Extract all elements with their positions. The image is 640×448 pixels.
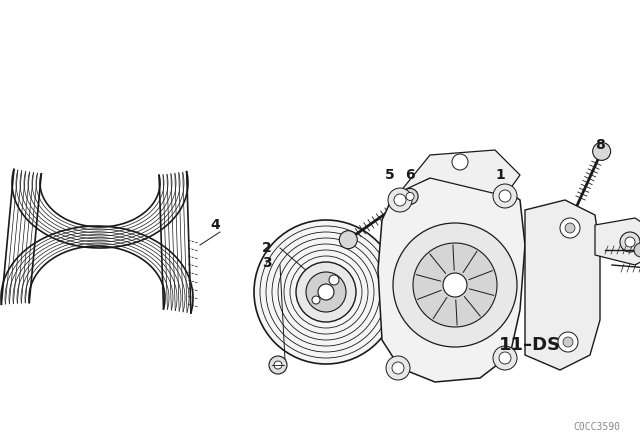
Text: 3: 3 <box>262 256 272 270</box>
Circle shape <box>452 154 468 170</box>
Circle shape <box>386 356 410 380</box>
Text: 5: 5 <box>385 168 395 182</box>
Circle shape <box>593 142 611 160</box>
Circle shape <box>318 284 334 300</box>
Circle shape <box>312 296 320 304</box>
Circle shape <box>625 237 635 247</box>
Circle shape <box>274 361 282 369</box>
Circle shape <box>406 193 414 200</box>
Circle shape <box>402 189 418 204</box>
Text: 8: 8 <box>595 138 605 152</box>
Circle shape <box>499 190 511 202</box>
Circle shape <box>394 194 406 206</box>
Circle shape <box>558 332 578 352</box>
Circle shape <box>443 273 467 297</box>
Text: 6: 6 <box>405 168 415 182</box>
Circle shape <box>620 232 640 252</box>
Circle shape <box>393 223 517 347</box>
Polygon shape <box>525 200 600 370</box>
Circle shape <box>388 188 412 212</box>
Polygon shape <box>378 178 525 382</box>
Polygon shape <box>595 218 640 265</box>
Circle shape <box>296 262 356 322</box>
Text: 2: 2 <box>262 241 272 255</box>
Text: 1: 1 <box>495 168 505 182</box>
Circle shape <box>493 184 517 208</box>
Circle shape <box>254 220 398 364</box>
Circle shape <box>634 243 640 257</box>
Circle shape <box>329 275 339 285</box>
Circle shape <box>269 356 287 374</box>
Circle shape <box>560 218 580 238</box>
Polygon shape <box>400 150 520 196</box>
Circle shape <box>499 352 511 364</box>
Circle shape <box>563 337 573 347</box>
Circle shape <box>339 231 357 249</box>
Text: 4: 4 <box>211 218 220 232</box>
Circle shape <box>413 243 497 327</box>
Text: C0CC3590: C0CC3590 <box>573 422 620 432</box>
Circle shape <box>392 362 404 374</box>
Circle shape <box>565 223 575 233</box>
Circle shape <box>306 272 346 312</box>
Circle shape <box>493 346 517 370</box>
Text: 11–DS: 11–DS <box>499 336 561 354</box>
